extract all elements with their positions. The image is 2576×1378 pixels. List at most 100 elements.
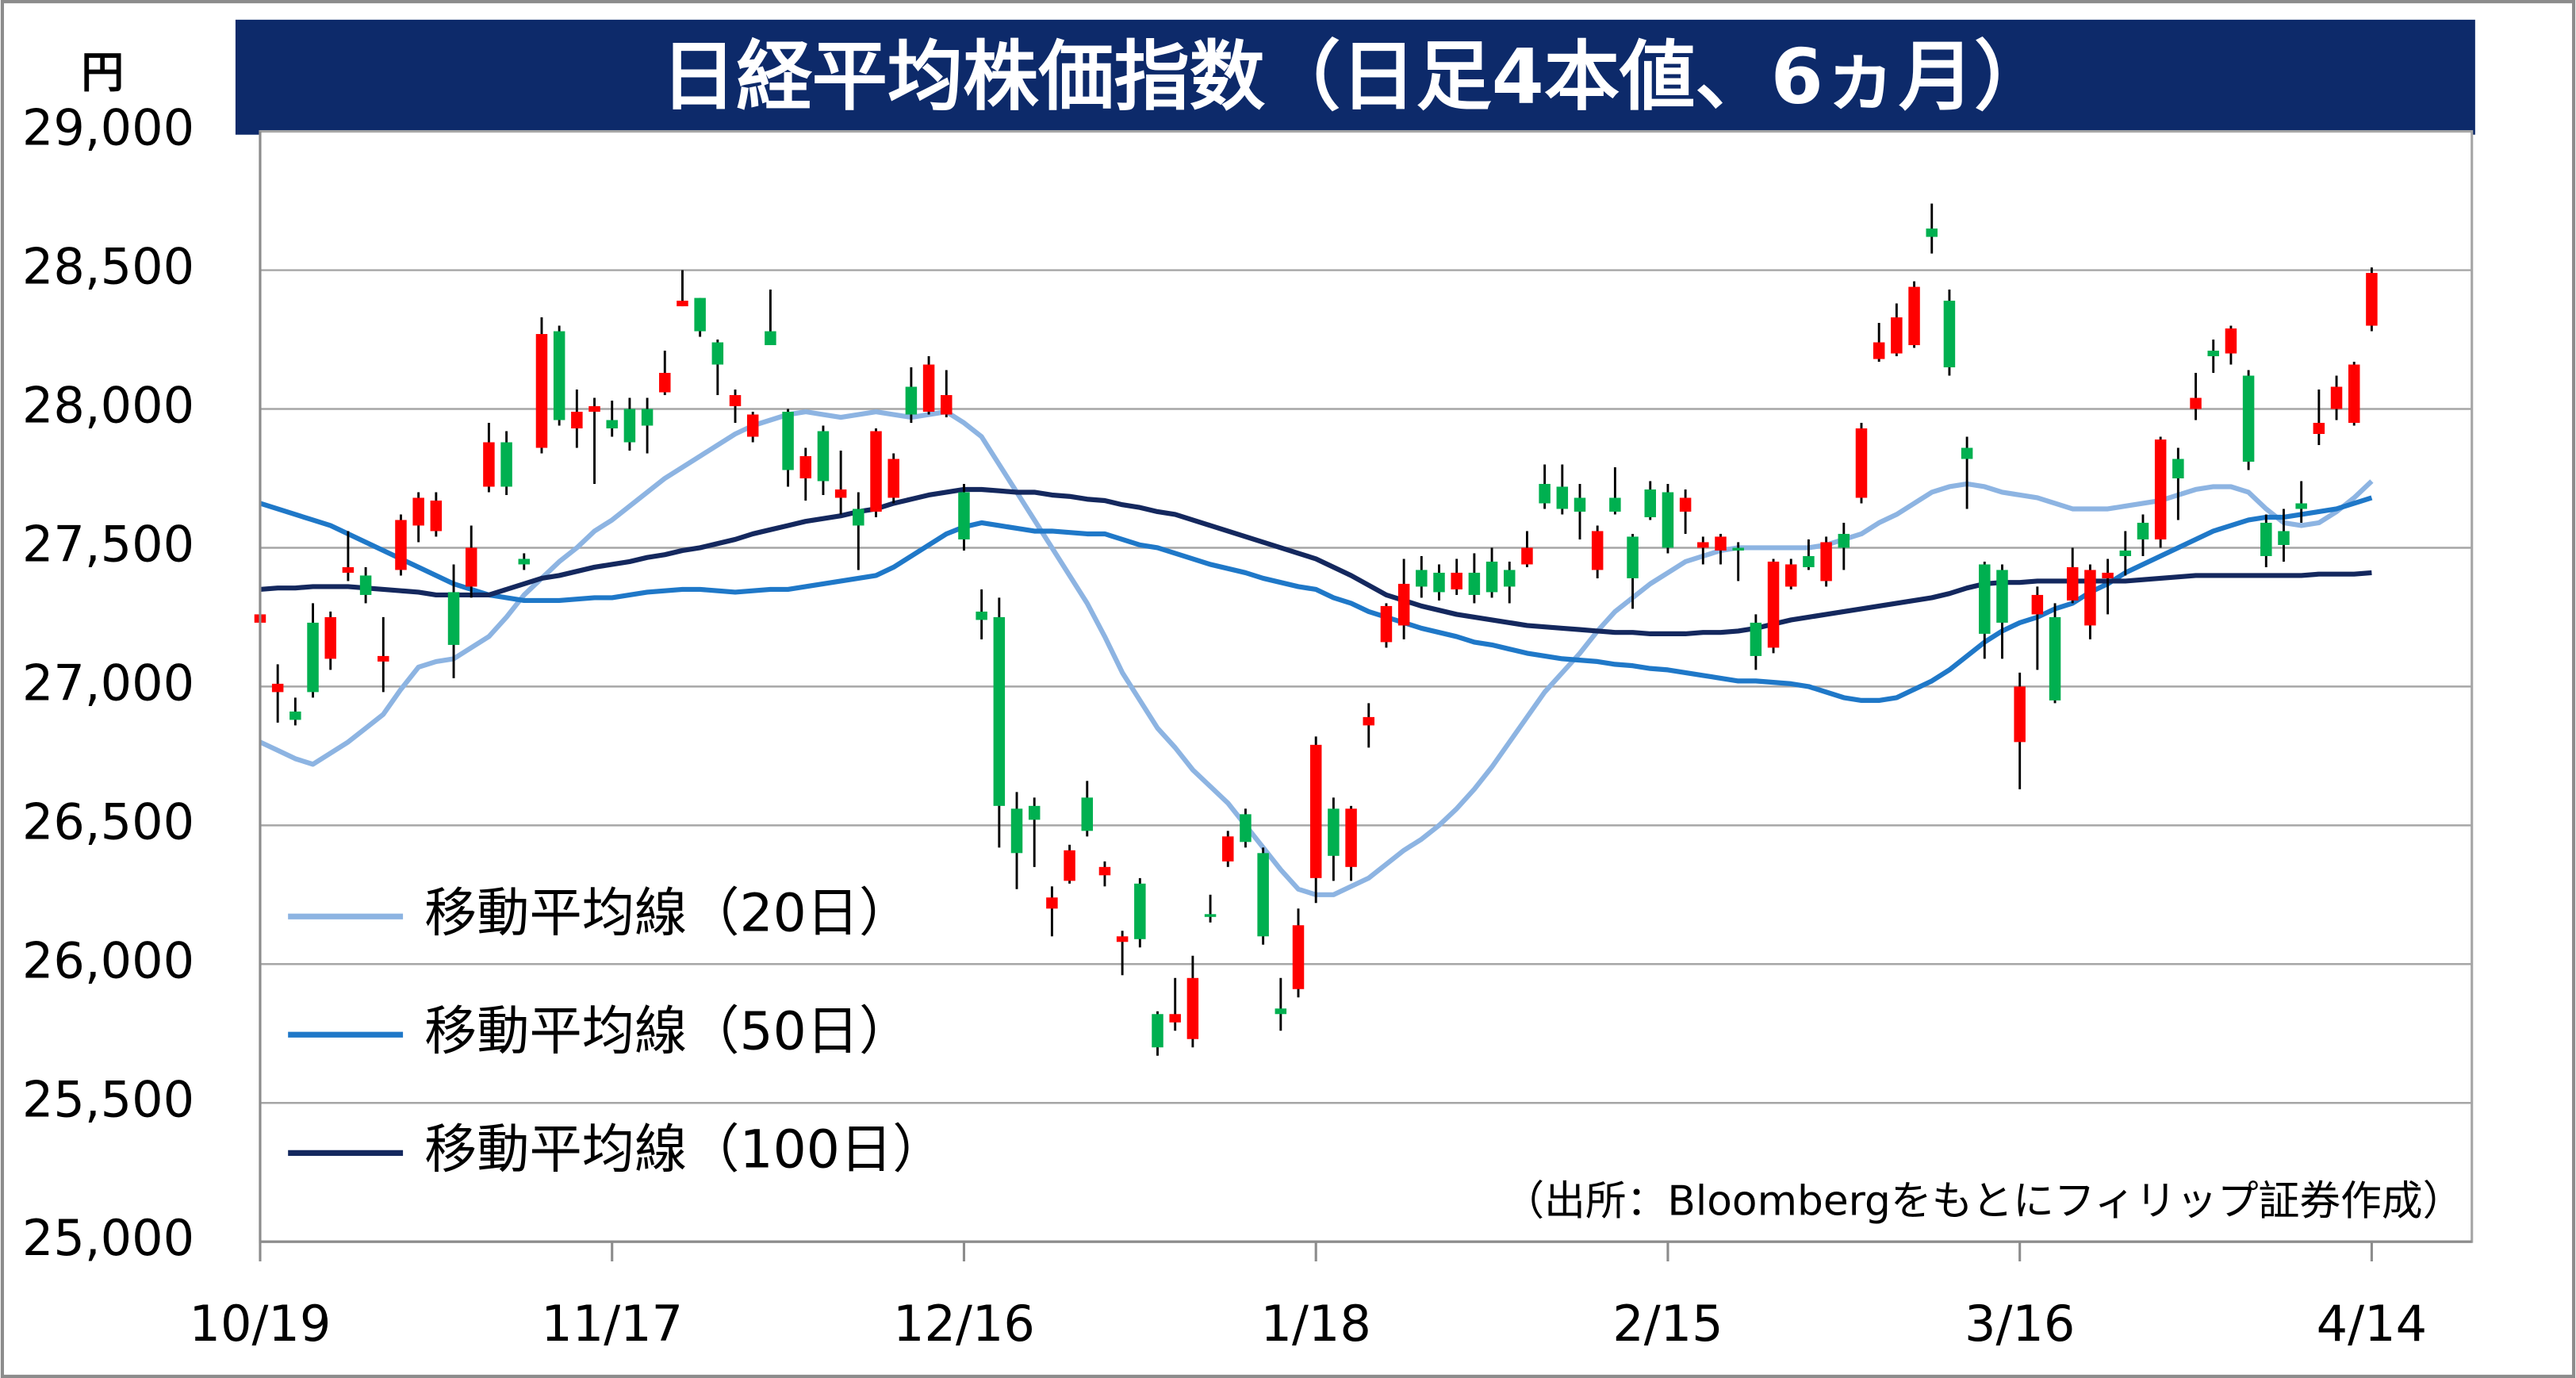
- candle-body: [588, 406, 600, 413]
- candle-body: [1116, 936, 1129, 942]
- candle-body: [1803, 555, 1815, 567]
- candle-body: [659, 373, 671, 393]
- candle-body: [2084, 570, 2096, 626]
- candle-body: [1098, 866, 1111, 876]
- candle-body: [1433, 572, 1445, 593]
- candle-body: [483, 442, 495, 487]
- candle-body: [1204, 914, 1217, 917]
- candle-body: [976, 611, 987, 620]
- candle-body: [2066, 566, 2079, 601]
- candle-body: [2119, 550, 2132, 556]
- x-tick-label: 1/18: [1260, 1295, 1370, 1353]
- candle-body: [1328, 808, 1340, 856]
- candle-body: [799, 455, 812, 478]
- candle-body: [465, 547, 477, 587]
- y-tick-label: 26,000: [22, 931, 194, 989]
- candle-body: [853, 509, 864, 526]
- candle-body: [623, 409, 636, 443]
- candle-body: [1186, 977, 1199, 1039]
- x-tick-label: 12/16: [893, 1295, 1035, 1353]
- candle-body: [729, 395, 742, 407]
- y-tick-label: 28,000: [22, 377, 194, 435]
- candle-body: [2031, 594, 2044, 615]
- candle-body: [2366, 273, 2378, 326]
- candle-body: [535, 334, 548, 448]
- candle-body: [1784, 564, 1797, 587]
- candle-body: [1996, 570, 2008, 623]
- candle-body: [2260, 522, 2272, 556]
- candle-body: [2225, 328, 2237, 354]
- candle-body: [2049, 616, 2061, 701]
- candle-body: [1591, 531, 1604, 570]
- candle-body: [1485, 561, 1498, 593]
- candle-body: [1504, 570, 1516, 587]
- candle-body: [1767, 561, 1780, 648]
- legend-label: 移動平均線（20日）: [424, 882, 911, 943]
- candle-body: [958, 492, 970, 539]
- x-tick-label: 11/17: [541, 1295, 683, 1353]
- candle-body: [1028, 805, 1041, 820]
- legend-label: 移動平均線（50日）: [424, 1000, 911, 1061]
- candle-body: [1715, 536, 1727, 551]
- y-tick-label: 25,500: [22, 1070, 194, 1128]
- candle-body: [2137, 522, 2149, 539]
- candle-body: [1064, 850, 1075, 881]
- candle-body: [447, 592, 460, 645]
- candle-body: [834, 489, 847, 498]
- x-tick-label: 3/16: [1965, 1295, 2075, 1353]
- candle-body: [571, 412, 583, 429]
- chart-title: 日経平均株価指数（日足4本値、6ヵ月）: [661, 33, 2049, 121]
- candle-body: [2154, 439, 2167, 539]
- candle-body: [1697, 542, 1709, 548]
- candle-body: [941, 395, 953, 415]
- candle-body: [1644, 489, 1656, 517]
- candle-body: [1732, 547, 1744, 551]
- candle-body: [782, 412, 794, 470]
- candle-body: [1380, 605, 1393, 643]
- candle-body: [2313, 423, 2325, 434]
- candle-body: [1275, 1008, 1287, 1015]
- candle-body: [324, 616, 336, 659]
- candle-body: [2207, 351, 2219, 357]
- candle-body: [271, 683, 284, 693]
- candle-body: [694, 297, 706, 332]
- y-tick-label: 25,000: [22, 1209, 194, 1267]
- candle-body: [1152, 1014, 1163, 1048]
- candle-body: [887, 459, 899, 498]
- candle-body: [746, 414, 759, 437]
- candle-body: [1363, 716, 1375, 726]
- candle-body: [1855, 428, 1868, 498]
- candle-body: [1451, 572, 1462, 589]
- x-tick-label: 4/14: [2317, 1295, 2427, 1353]
- legend-label: 移動平均線（100日）: [424, 1119, 945, 1180]
- candle-body: [1240, 814, 1252, 843]
- candle-body: [1292, 925, 1305, 989]
- candle-body: [1521, 547, 1533, 565]
- y-tick-label: 27,000: [22, 654, 194, 712]
- candle-body: [2014, 686, 2026, 743]
- candle-body: [765, 331, 776, 346]
- candle-body: [378, 655, 389, 662]
- candle-body: [553, 331, 565, 420]
- candle-body: [2278, 531, 2290, 545]
- candle-body: [993, 616, 1006, 806]
- candle-body: [1627, 536, 1639, 578]
- candle-body: [1169, 1014, 1181, 1023]
- x-tick-label: 10/19: [190, 1295, 332, 1353]
- y-tick-label: 28,500: [22, 238, 194, 296]
- candle-body: [711, 342, 724, 365]
- moving-average-line: [259, 495, 2373, 703]
- candle-body: [922, 364, 935, 413]
- candle-body: [1926, 228, 1938, 237]
- candle-body: [677, 301, 688, 307]
- y-tick-label: 29,000: [22, 99, 194, 157]
- candle-body: [289, 711, 301, 720]
- y-tick-label: 27,500: [22, 516, 194, 574]
- candle-body: [1943, 301, 1956, 368]
- candle-body: [606, 420, 618, 429]
- candle-body: [2348, 364, 2360, 424]
- candle-body: [1556, 486, 1569, 509]
- title-box: [235, 19, 2475, 135]
- candle-body: [1010, 808, 1023, 854]
- candle-body: [1750, 622, 1762, 656]
